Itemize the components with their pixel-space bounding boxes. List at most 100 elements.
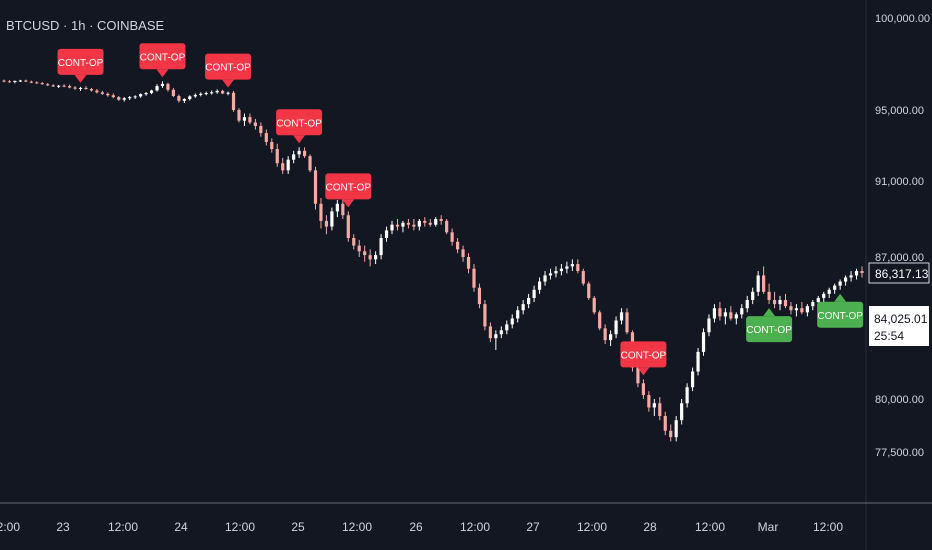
candle-body[interactable] (18, 80, 22, 82)
candle-body[interactable] (565, 266, 569, 269)
candle-body[interactable] (330, 211, 334, 227)
candle-body[interactable] (412, 224, 416, 227)
candle-body[interactable] (614, 320, 618, 335)
candle-body[interactable] (324, 220, 329, 227)
candle-body[interactable] (341, 203, 345, 216)
candle-body[interactable] (587, 283, 591, 298)
candle-body[interactable] (483, 304, 487, 327)
candle-body[interactable] (434, 219, 438, 225)
candle-body[interactable] (379, 238, 383, 256)
candle-body[interactable] (374, 255, 378, 260)
candle-body[interactable] (827, 289, 831, 294)
candle-body[interactable] (215, 90, 219, 93)
candle-body[interactable] (89, 89, 94, 91)
candle-body[interactable] (734, 314, 738, 319)
candle-body[interactable] (188, 96, 192, 99)
candle-body[interactable] (368, 255, 372, 260)
candle-body[interactable] (603, 328, 607, 341)
candle-body[interactable] (619, 312, 624, 321)
candle-body[interactable] (707, 318, 711, 333)
candle-body[interactable] (844, 277, 848, 282)
candle-body[interactable] (554, 271, 558, 274)
candle-body[interactable] (833, 285, 837, 290)
candle-body[interactable] (669, 430, 673, 438)
candle-body[interactable] (253, 122, 257, 126)
candle-body[interactable] (319, 203, 323, 221)
candle-body[interactable] (384, 230, 389, 238)
candle-body[interactable] (751, 291, 755, 301)
candle-body[interactable] (609, 334, 613, 341)
candle-body[interactable] (428, 222, 432, 225)
candle-body[interactable] (270, 141, 274, 150)
candle-body[interactable] (297, 150, 301, 155)
candle-body[interactable] (680, 403, 684, 421)
candle-body[interactable] (537, 281, 542, 290)
candle-body[interactable] (95, 90, 99, 93)
candle-body[interactable] (854, 271, 859, 276)
candle-body[interactable] (24, 80, 28, 82)
candle-body[interactable] (516, 310, 520, 319)
candle-body[interactable] (472, 268, 476, 288)
candle-body[interactable] (57, 85, 61, 87)
candle-body[interactable] (363, 251, 367, 256)
candle-body[interactable] (395, 224, 400, 227)
candle-body[interactable] (29, 81, 33, 83)
candle-body[interactable] (117, 97, 121, 100)
candle-body[interactable] (690, 371, 695, 388)
candle-body[interactable] (756, 275, 760, 292)
candle-body[interactable] (264, 133, 268, 142)
candle-body[interactable] (477, 287, 482, 305)
candle-body[interactable] (816, 297, 820, 303)
candle-body[interactable] (237, 110, 241, 121)
candle-body[interactable] (767, 291, 771, 301)
candle-body[interactable] (204, 93, 208, 95)
candle-body[interactable] (62, 85, 66, 87)
candle-body[interactable] (439, 219, 443, 221)
candle-body[interactable] (67, 86, 72, 88)
candle-body[interactable] (598, 312, 602, 329)
candle-body[interactable] (242, 117, 247, 121)
candle-body[interactable] (171, 89, 176, 97)
candle-body[interactable] (789, 306, 793, 311)
candle-body[interactable] (417, 220, 421, 227)
candle-body[interactable] (390, 224, 394, 231)
candle-body[interactable] (499, 330, 503, 335)
candle-body[interactable] (275, 149, 279, 164)
candle-body[interactable] (849, 275, 853, 278)
candle-body[interactable] (674, 420, 678, 438)
candle-body[interactable] (488, 326, 492, 339)
candle-body[interactable] (100, 92, 104, 94)
candle-body[interactable] (144, 93, 148, 95)
candle-body[interactable] (794, 308, 799, 311)
candle-body[interactable] (401, 222, 405, 227)
candle-body[interactable] (494, 334, 498, 339)
candle-body[interactable] (220, 90, 225, 94)
candle-body[interactable] (46, 84, 50, 86)
candle-body[interactable] (286, 159, 290, 171)
candle-body[interactable] (838, 281, 842, 286)
candle-body[interactable] (106, 93, 110, 96)
candle-body[interactable] (2, 80, 6, 82)
candle-body[interactable] (762, 275, 766, 292)
candle-body[interactable] (13, 80, 17, 83)
candle-body[interactable] (521, 304, 525, 311)
candle-body[interactable] (160, 83, 165, 87)
candle-body[interactable] (177, 96, 181, 101)
candle-body[interactable] (576, 264, 580, 272)
candle-body[interactable] (450, 232, 454, 242)
candle-body[interactable] (455, 241, 460, 250)
candle-body[interactable] (335, 203, 339, 212)
candle-body[interactable] (772, 300, 777, 305)
candle-body[interactable] (510, 318, 514, 325)
candle-body[interactable] (73, 87, 77, 89)
candle-body[interactable] (308, 156, 312, 171)
candle-body[interactable] (641, 383, 646, 396)
candle-body[interactable] (778, 300, 782, 305)
candle-body[interactable] (139, 94, 143, 97)
candle-body[interactable] (652, 403, 656, 408)
candle-body[interactable] (182, 98, 186, 101)
candle-body[interactable] (352, 238, 356, 246)
candle-body[interactable] (193, 94, 197, 97)
candle-body[interactable] (302, 150, 307, 157)
